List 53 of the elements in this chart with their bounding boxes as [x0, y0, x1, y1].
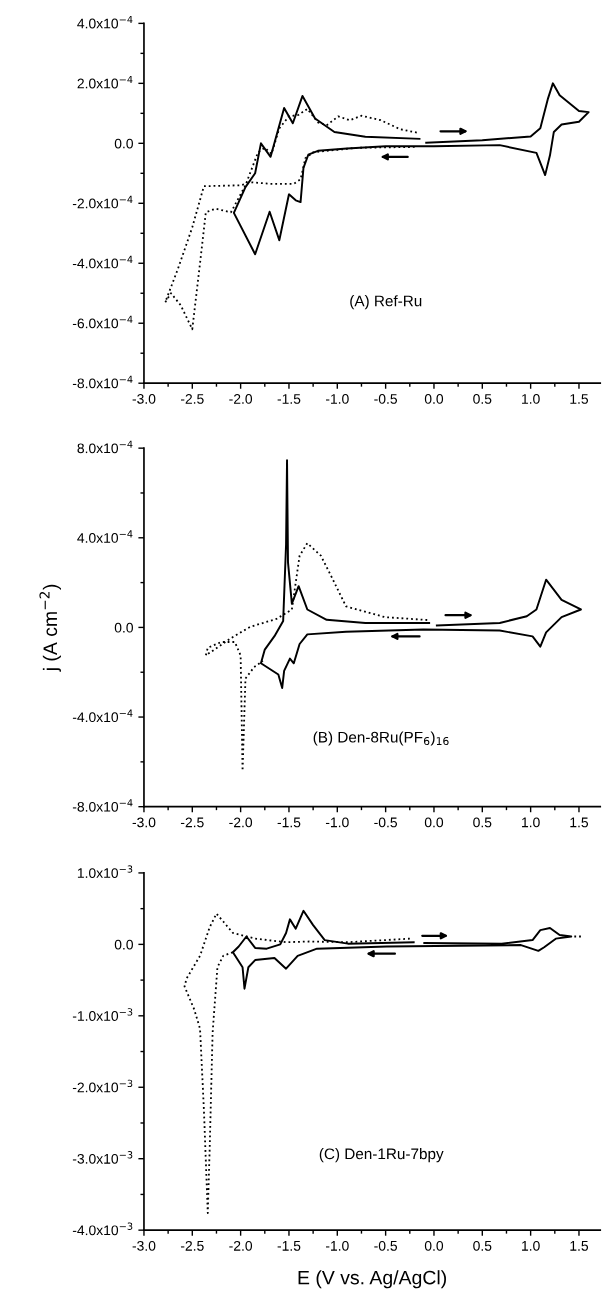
x-tick-label: 0.0: [424, 393, 444, 404]
annotation: (C) Den-1Ru-7bpy: [319, 1148, 444, 1163]
y-tick-label: 4.0x10$^{−4}$: [77, 15, 133, 29]
x-tick-label: 0.0: [424, 1240, 444, 1251]
x-tick-label: 1.0: [522, 817, 540, 828]
y-tick-label: 2.0x10$^{−4}$: [77, 75, 133, 89]
x-tick-label: 1.5: [570, 394, 589, 404]
x-tick-label: -2.0: [229, 1240, 253, 1251]
y-tick-label: 0.0: [114, 138, 133, 149]
y-tick-label: 0.0: [114, 622, 133, 633]
x-tick-label: -1.5: [277, 817, 301, 828]
annotation: (B) Den-8Ru(PF$_{6}$)$_{16}$: [313, 731, 449, 746]
x-tick-label: 1.0: [522, 1240, 540, 1251]
y-tick-label: -2.0x10$^{−3}$: [72, 1079, 133, 1093]
x-tick-label: -3.0: [132, 393, 156, 404]
x-tick-label: -0.5: [374, 1240, 398, 1251]
x-tick-label: -0.5: [374, 393, 398, 404]
x-tick-label: 0.5: [473, 393, 492, 404]
x-tick-label: 0.5: [473, 1240, 492, 1251]
x-tick-label: -0.5: [374, 817, 398, 828]
x-tick-label: 1.5: [570, 1241, 589, 1251]
x-tick-label: -1.5: [277, 1241, 301, 1251]
y-tick-label: -8.0x10$^{−4}$: [72, 375, 133, 389]
x-tick-label: -2.5: [180, 393, 204, 404]
y-tick-label: 4.0x10$^{−4}$: [77, 530, 133, 543]
y-tick-label: -4.0x10$^{−3}$: [72, 1222, 133, 1236]
x-axis-title: E (V vs. Ag/AgCl): [298, 1270, 446, 1289]
x-tick-label: -1.0: [325, 393, 349, 404]
x-tick-label: -1.0: [325, 1240, 349, 1251]
y-tick-label: -4.0x10$^{−4}$: [72, 709, 133, 723]
y-tick-label: -2.0x10$^{−4}$: [72, 195, 133, 209]
y-tick-label: 1.0x10$^{−3}$: [77, 865, 133, 878]
x-tick-label: -2.5: [180, 1240, 204, 1251]
y-tick-label: -4.0x10$^{−4}$: [72, 255, 133, 269]
x-tick-label: -2.5: [180, 817, 204, 828]
y-tick-label: -1.0x10$^{−3}$: [72, 1008, 133, 1021]
x-tick-label: -3.0: [132, 1240, 156, 1251]
x-tick-label: -3.0: [132, 817, 156, 828]
x-tick-label: -1.5: [277, 394, 301, 404]
x-tick-label: 0.5: [473, 817, 492, 828]
annotation: (A) Ref-Ru: [350, 295, 422, 310]
x-tick-label: 0.0: [424, 817, 444, 828]
x-tick-label: -2.0: [229, 817, 253, 828]
x-tick-label: 1.5: [570, 817, 589, 828]
y-tick-label: -8.0x10$^{−4}$: [72, 799, 133, 812]
x-tick-label: 1.0: [522, 393, 540, 404]
y-tick-label: 0.0: [114, 939, 133, 950]
x-tick-label: -2.0: [229, 393, 253, 404]
y-axis-title: j (A cm$^{−2}$): [39, 584, 61, 672]
y-tick-label: -6.0x10$^{−4}$: [72, 315, 133, 329]
y-tick-label: 8.0x10$^{−4}$: [77, 440, 133, 454]
y-tick-label: -3.0x10$^{−3}$: [72, 1151, 133, 1164]
x-tick-label: -1.0: [325, 817, 349, 828]
